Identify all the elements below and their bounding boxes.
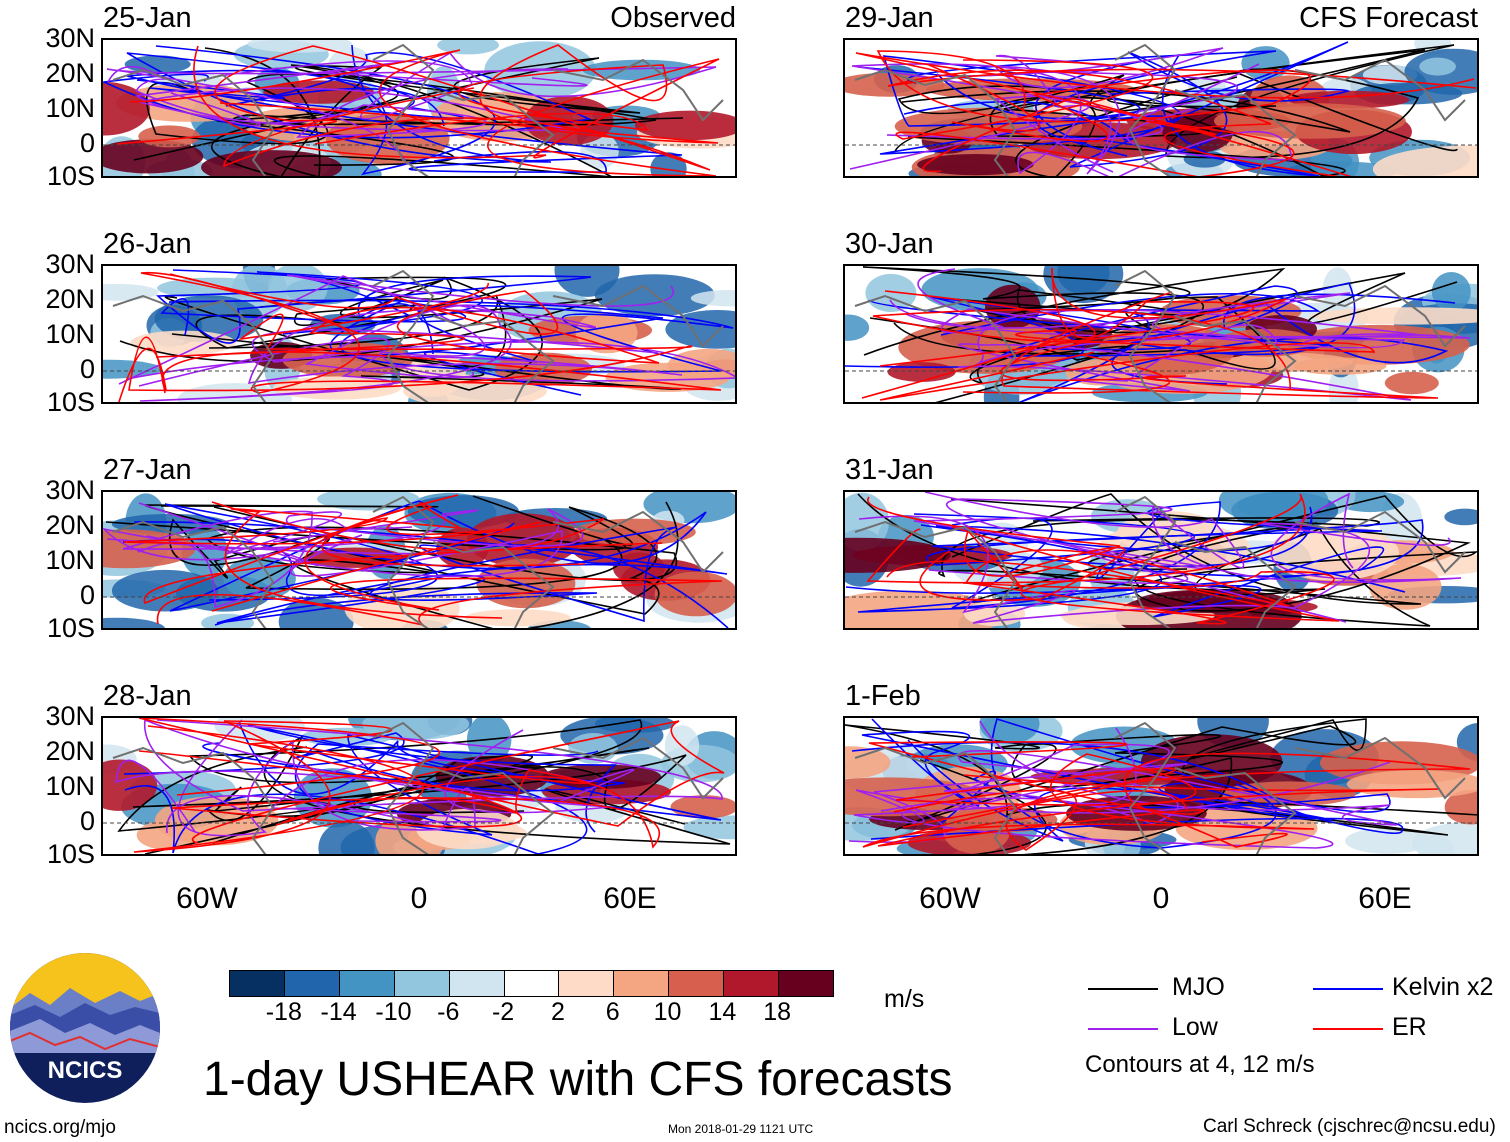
lon-label-60e-left: 60E (603, 882, 657, 915)
lat-label-10n: 10N (45, 319, 95, 349)
legend-line-kelvin (1313, 988, 1383, 990)
map-panel-27-jan (101, 490, 737, 630)
panel-date-26-jan: 26-Jan (103, 228, 192, 260)
colorbar-swatch (669, 971, 725, 996)
lat-label-30n: 30N (45, 475, 95, 505)
contours-note: Contours at 4, 12 m/s (1085, 1051, 1315, 1078)
colorbar-swatch (230, 971, 285, 996)
colorbar-tick: -10 (375, 998, 412, 1026)
footer-author: Carl Schreck (cjschrec@ncsu.edu) (1203, 1116, 1496, 1137)
colorbar-swatch (724, 971, 780, 996)
forecast-label: CFS Forecast (1299, 2, 1478, 34)
lat-label-10n: 10N (45, 545, 95, 575)
logo-text: NCICS (48, 1057, 123, 1084)
legend-label-low: Low (1172, 1013, 1218, 1041)
colorbar-tick: 6 (605, 998, 620, 1026)
colorbar-swatch (559, 971, 615, 996)
lon-label-60e-right: 60E (1358, 882, 1412, 915)
panel-date-1-feb: 1-Feb (845, 680, 921, 712)
map-panel-30-jan (843, 264, 1479, 404)
lat-label-10s: 10S (46, 613, 95, 643)
lat-label-0: 0 (79, 354, 95, 384)
colorbar-swatch (449, 971, 505, 996)
legend-label-kelvin: Kelvin x2 (1392, 973, 1494, 1001)
footer-url[interactable]: ncics.org/mjo (4, 1117, 116, 1138)
lon-label-0-right: 0 (1152, 882, 1170, 915)
legend-label-mjo: MJO (1172, 973, 1225, 1001)
map-panel-1-feb (843, 716, 1479, 856)
colorbar-tick: -18 (265, 998, 302, 1026)
legend-line-low (1088, 1028, 1158, 1030)
lat-label-20n: 20N (45, 736, 95, 766)
lat-label-10s: 10S (46, 161, 95, 191)
lon-label-0-left: 0 (410, 882, 428, 915)
lat-label-20n: 20N (45, 284, 95, 314)
colorbar-tick: -6 (437, 998, 460, 1026)
colorbar-tick: 14 (708, 998, 737, 1026)
lat-label-0: 0 (79, 580, 95, 610)
panel-date-29-jan: 29-Jan (845, 2, 934, 34)
observed-label: Observed (610, 2, 736, 34)
colorbar-tick: 2 (550, 998, 565, 1026)
legend-label-er: ER (1392, 1013, 1427, 1041)
legend-line-er (1313, 1028, 1383, 1030)
panel-date-30-jan: 30-Jan (845, 228, 934, 260)
colorbar-tick: -2 (491, 998, 515, 1026)
map-panel-31-jan (843, 490, 1479, 630)
colorbar-units: m/s (884, 985, 925, 1013)
lon-label-60w-left: 60W (176, 882, 238, 915)
lat-label-20n: 20N (45, 58, 95, 88)
colorbar-swatch (779, 971, 833, 996)
colorbar-tick: -14 (320, 998, 357, 1026)
colorbar-tick: 18 (763, 998, 792, 1026)
lat-label-0: 0 (79, 128, 95, 158)
panel-date-25-jan: 25-Jan (103, 2, 192, 34)
panel-date-27-jan: 27-Jan (103, 454, 192, 486)
ncics-logo: NCICS (10, 953, 160, 1103)
lat-label-10s: 10S (46, 839, 95, 869)
map-panel-28-jan (101, 716, 737, 856)
footer-timestamp: Mon 2018-01-29 1121 UTC (668, 1122, 814, 1136)
lat-label-20n: 20N (45, 510, 95, 540)
lon-label-60w-right: 60W (919, 882, 981, 915)
panel-date-28-jan: 28-Jan (103, 680, 192, 712)
map-panel-29-jan (843, 38, 1479, 178)
colorbar-swatch (339, 971, 395, 996)
lat-label-10n: 10N (45, 771, 95, 801)
panel-date-31-jan: 31-Jan (845, 454, 934, 486)
colorbar-swatch (614, 971, 670, 996)
map-panel-26-jan (101, 264, 737, 404)
map-panel-25-jan (101, 38, 737, 178)
lat-label-30n: 30N (45, 23, 95, 53)
legend-line-mjo (1088, 988, 1158, 990)
lat-label-10s: 10S (46, 387, 95, 417)
lat-label-30n: 30N (45, 249, 95, 279)
colorbar-tick: 10 (653, 998, 682, 1026)
colorbar (229, 970, 834, 997)
lat-label-0: 0 (79, 806, 95, 836)
colorbar-swatch (284, 971, 340, 996)
lat-label-10n: 10N (45, 93, 95, 123)
lat-label-30n: 30N (45, 701, 95, 731)
colorbar-swatch (394, 971, 450, 996)
page-title: 1-day USHEAR with CFS forecasts (203, 1053, 953, 1106)
colorbar-swatch (504, 971, 560, 996)
